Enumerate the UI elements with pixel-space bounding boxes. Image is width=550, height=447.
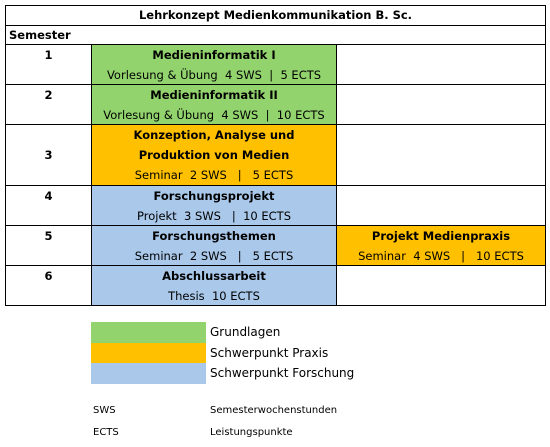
module-title: Forschungsthemen: [152, 229, 276, 243]
module-detail: Vorlesung & Übung 4 SWS | 10 ECTS: [103, 108, 325, 122]
abbreviation: ECTS: [93, 427, 119, 438]
legend-label: Grundlagen: [210, 325, 281, 339]
module: Konzeption, Analyse und Produktion von M…: [91, 124, 337, 186]
semester: 3: [5, 124, 92, 186]
empty-cell: [336, 185, 546, 226]
module: Forschungsprojekt Projekt 3 SWS | 10 ECTS: [91, 185, 337, 226]
module-title: Konzeption, Analyse und Produktion von M…: [133, 128, 295, 162]
abbreviation: SWS: [93, 405, 116, 416]
semester: 5: [5, 225, 92, 266]
module: Medieninformatik I Vorlesung & Übung 4 SW…: [91, 44, 337, 85]
module-title: Abschlussarbeit: [162, 269, 266, 283]
legend-swatch: [91, 322, 206, 343]
semester: 4: [5, 185, 92, 226]
module-detail: Seminar 2 SWS | 5 ECTS: [134, 249, 294, 263]
empty-cell: [336, 124, 546, 186]
module-detail: Vorlesung & Übung 4 SWS | 5 ECTS: [106, 68, 322, 82]
semester: 6: [5, 265, 92, 306]
module: Abschlussarbeit Thesis 10 ECTS: [91, 265, 337, 306]
module-detail: Projekt 3 SWS | 10 ECTS: [137, 209, 291, 223]
semester: 1: [5, 44, 92, 85]
module-detail: Seminar 2 SWS | 5 ECTS: [134, 168, 294, 182]
module-detail: Thesis 10 ECTS: [168, 289, 260, 303]
module-title: Forschungsprojekt: [153, 189, 275, 203]
module: Projekt Medienpraxis Seminar 4 SWS | 10 E…: [336, 225, 546, 266]
empty-cell: [336, 44, 546, 85]
module: Medieninformatik II Vorlesung & Übung 4 S…: [91, 84, 337, 125]
empty-cell: [336, 265, 546, 306]
module-title: Projekt Medienpraxis: [371, 229, 511, 243]
legend-label: Schwerpunkt Forschung: [210, 366, 355, 380]
semester: 2: [5, 84, 92, 125]
legend-swatch: [91, 343, 206, 364]
legend-swatch: [91, 363, 206, 384]
legend-label: Schwerpunkt Praxis: [210, 346, 329, 360]
module-title: Medieninformatik II: [150, 88, 278, 102]
empty-cell: [336, 84, 546, 125]
header: Semester: [5, 25, 546, 45]
module-detail: Seminar 4 SWS | 10 ECTS: [358, 249, 524, 263]
module-title: Medieninformatik I: [152, 48, 276, 62]
table-title: Lehrkonzept Medienkommunikation B. Sc.: [5, 5, 546, 26]
module: Forschungsthemen Seminar 2 SWS | 5 ECTS: [91, 225, 337, 266]
abbreviation-meaning: Semesterwochenstunden: [210, 405, 338, 416]
abbreviation-meaning: Leistungspunkte: [210, 427, 293, 438]
